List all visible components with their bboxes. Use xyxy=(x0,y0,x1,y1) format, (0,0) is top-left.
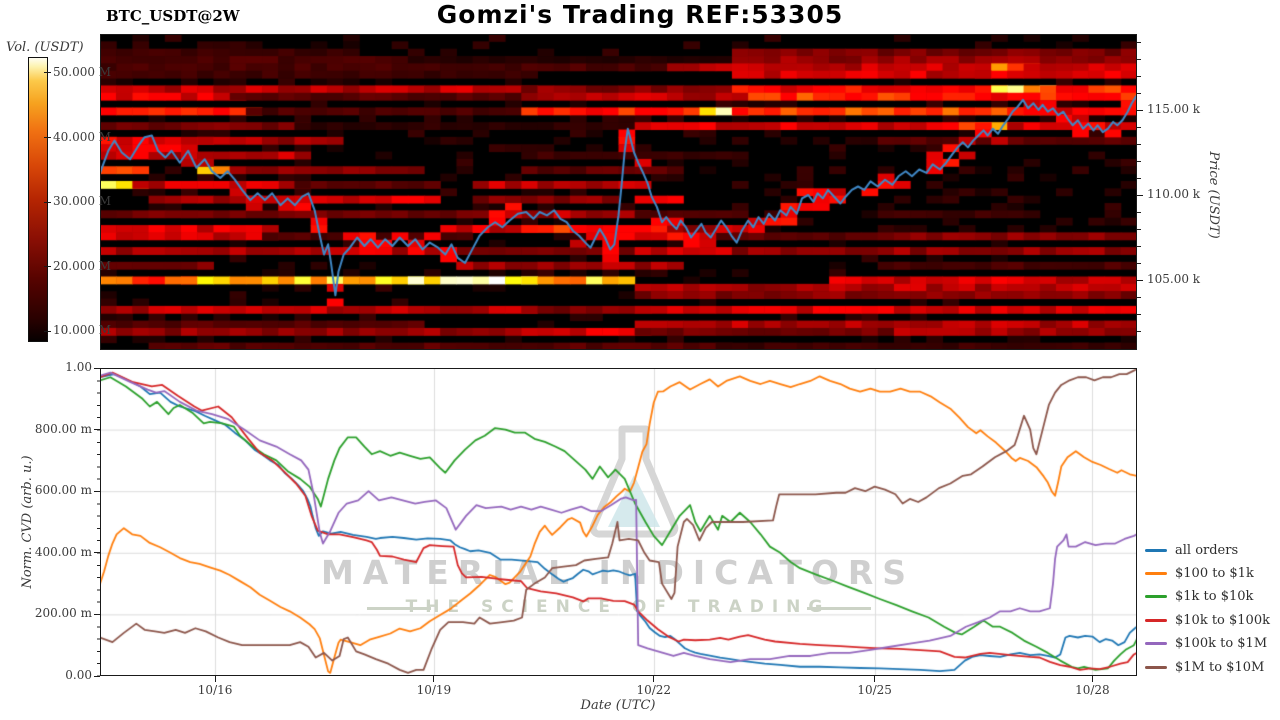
colorbar-tick-mark xyxy=(44,201,51,203)
cvd-y-tick-label: 0.00 xyxy=(65,668,92,682)
legend-item[interactable]: $1M to $10M xyxy=(1145,657,1264,677)
cvd-y-axis-label: Norm. CVD (arb. u.) xyxy=(20,455,35,589)
cvd-x-tick-label: 10/19 xyxy=(416,683,452,697)
cvd-x-tick-mark xyxy=(874,676,876,682)
volume-heatmap[interactable] xyxy=(100,34,1137,350)
colorbar-tick-label: 40.000 M xyxy=(53,129,112,144)
symbol-label: BTC_USDT@2W xyxy=(106,7,240,25)
legend-line-swatch xyxy=(1145,595,1167,599)
cvd-x-tick-mark xyxy=(214,676,216,682)
colorbar-tick-mark xyxy=(44,72,51,74)
colorbar-tick-mark xyxy=(44,330,51,332)
cvd-y-tick-mark xyxy=(94,675,100,677)
cvd-x-tick-mark xyxy=(1091,676,1093,682)
cvd-x-tick-label: 10/22 xyxy=(636,683,672,697)
volume-colorbar xyxy=(28,57,48,342)
cvd-chart[interactable] xyxy=(100,368,1137,676)
page-title: Gomzi's Trading REF:53305 xyxy=(436,0,844,29)
colorbar-tick-mark xyxy=(44,137,51,139)
cvd-y-tick-label: 200.00 m xyxy=(34,606,92,621)
cvd-x-tick-mark xyxy=(433,676,435,682)
legend-label: $100k to $1M xyxy=(1175,636,1268,652)
colorbar-label: Vol. (USDT) xyxy=(6,40,84,55)
price-axis-label: Price (USDT) xyxy=(1206,151,1221,239)
legend-label: all orders xyxy=(1175,542,1239,558)
cvd-y-minor-ticks xyxy=(97,368,100,676)
price-tick-mark xyxy=(1137,109,1143,111)
legend-label: $100 to $1k xyxy=(1175,565,1254,581)
cvd-y-tick-label: 800.00 m xyxy=(34,421,92,436)
price-tick-mark xyxy=(1137,279,1143,281)
colorbar-tick-label: 10.000 M xyxy=(53,323,112,338)
cvd-x-tick-label: 10/25 xyxy=(857,683,892,697)
legend-item[interactable]: $1k to $10k xyxy=(1145,587,1253,607)
legend-label: $10k to $100k xyxy=(1175,612,1270,628)
legend-item[interactable]: $100k to $1M xyxy=(1145,634,1267,654)
price-tick-label: 105.00 k xyxy=(1147,272,1201,286)
legend-item[interactable]: $100 to $1k xyxy=(1145,563,1254,583)
cvd-y-tick-label: 1.00 xyxy=(65,360,92,374)
price-tick-mark xyxy=(1137,194,1143,196)
cvd-x-tick-label: 10/16 xyxy=(197,683,233,697)
legend-line-swatch xyxy=(1145,618,1167,622)
colorbar-tick-mark xyxy=(44,266,51,268)
cvd-y-tick-label: 400.00 m xyxy=(34,544,92,559)
colorbar-tick-label: 50.000 M xyxy=(53,64,112,79)
cvd-y-tick-label: 600.00 m xyxy=(34,483,92,498)
cvd-x-tick-mark xyxy=(653,676,655,682)
legend-line-swatch xyxy=(1145,665,1167,669)
legend-line-swatch xyxy=(1145,642,1167,646)
legend-line-swatch xyxy=(1145,571,1167,575)
legend-item[interactable]: $10k to $100k xyxy=(1145,610,1270,630)
legend-line-swatch xyxy=(1145,548,1167,552)
colorbar-tick-label: 30.000 M xyxy=(53,194,112,209)
cvd-x-axis-label: Date (UTC) xyxy=(580,698,656,713)
legend-label: $1M to $10M xyxy=(1175,659,1265,675)
price-tick-label: 110.00 k xyxy=(1147,187,1201,201)
cvd-x-tick-label: 10/28 xyxy=(1075,683,1110,697)
price-tick-label: 115.00 k xyxy=(1147,102,1201,116)
colorbar-tick-label: 20.000 M xyxy=(53,258,112,273)
legend-item[interactable]: all orders xyxy=(1145,540,1238,560)
legend-label: $1k to $10k xyxy=(1175,589,1254,605)
